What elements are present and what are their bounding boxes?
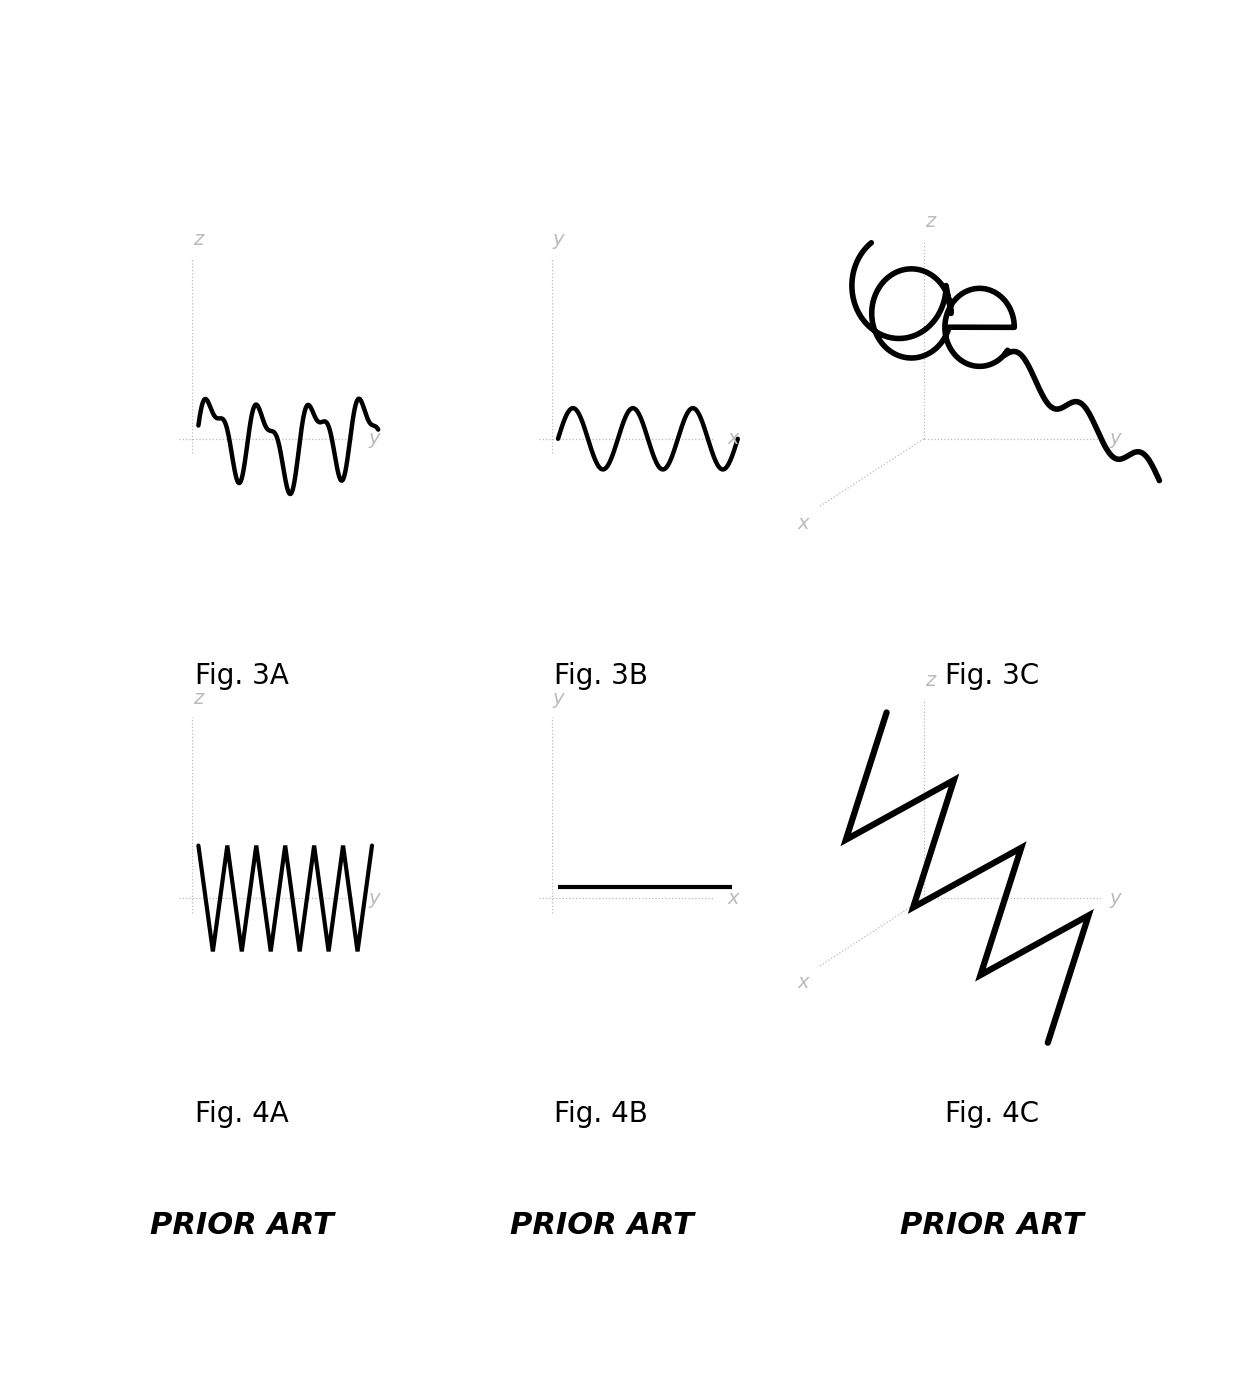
Text: y: y xyxy=(1110,889,1121,908)
Text: Fig. 3A: Fig. 3A xyxy=(195,662,289,690)
Text: Fig. 3B: Fig. 3B xyxy=(554,662,649,690)
Text: Fig. 4A: Fig. 4A xyxy=(195,1100,289,1128)
Text: y: y xyxy=(1110,429,1121,449)
Text: z: z xyxy=(925,671,935,691)
Text: z: z xyxy=(193,690,203,708)
Text: Fig. 4C: Fig. 4C xyxy=(945,1100,1039,1128)
Text: x: x xyxy=(797,514,810,532)
Text: x: x xyxy=(728,429,739,449)
Text: PRIOR ART: PRIOR ART xyxy=(150,1212,334,1240)
Text: y: y xyxy=(368,889,379,908)
Text: Fig. 3C: Fig. 3C xyxy=(945,662,1039,690)
Text: x: x xyxy=(728,889,739,908)
Text: z: z xyxy=(193,230,203,248)
Text: Fig. 4B: Fig. 4B xyxy=(554,1100,649,1128)
Text: y: y xyxy=(552,690,564,708)
Text: x: x xyxy=(797,974,810,992)
Text: PRIOR ART: PRIOR ART xyxy=(900,1212,1084,1240)
Text: y: y xyxy=(552,230,564,248)
Text: y: y xyxy=(368,429,379,449)
Text: z: z xyxy=(925,212,935,230)
Text: PRIOR ART: PRIOR ART xyxy=(510,1212,693,1240)
